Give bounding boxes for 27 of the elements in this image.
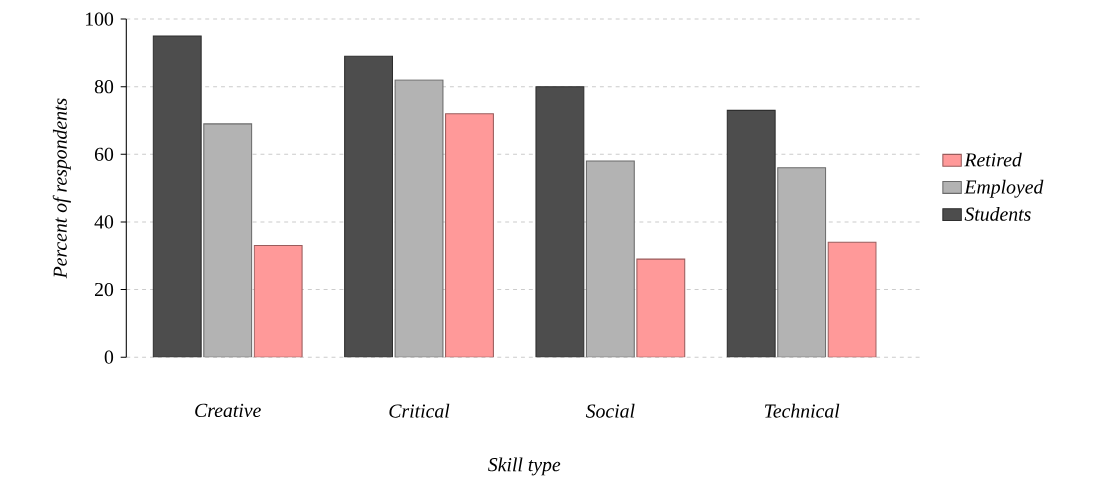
- y-tick-label: 0: [104, 350, 114, 364]
- legend-label: Employed: [964, 179, 1044, 198]
- bar: [827, 241, 877, 358]
- bar: [394, 79, 444, 358]
- bar: [445, 113, 494, 358]
- legend-label: Retired: [964, 152, 1022, 167]
- bar: [344, 55, 394, 358]
- y-tick-label: 80: [94, 80, 114, 94]
- y-tick-label: 60: [94, 147, 114, 161]
- y-tick-label: 20: [94, 282, 114, 297]
- y-tick-label: 40: [94, 215, 114, 229]
- x-tick-label: Technical: [764, 403, 840, 418]
- bar: [203, 123, 253, 358]
- bar: [636, 258, 686, 358]
- x-tick-label: Critical: [389, 403, 450, 418]
- x-tick-label: Social: [585, 403, 635, 418]
- bar: [535, 86, 585, 358]
- x-axis-title: Skill type: [488, 457, 561, 476]
- y-tick-label: 100: [85, 12, 114, 26]
- bar: [777, 167, 827, 358]
- bar: [585, 160, 635, 358]
- legend-label: Students: [964, 206, 1031, 221]
- x-tick-label: Creative: [195, 403, 261, 418]
- bar: [253, 245, 303, 358]
- y-axis-title: Percent of respondents: [52, 98, 71, 279]
- bar: [152, 35, 202, 358]
- bar: [726, 109, 776, 358]
